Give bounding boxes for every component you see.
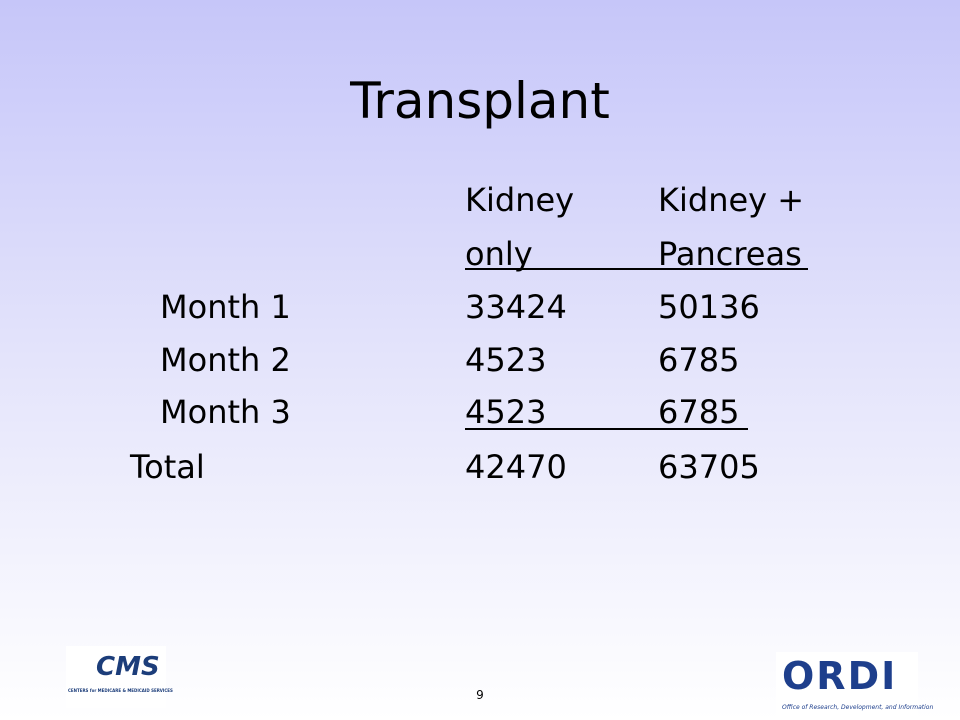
- cell: 4523: [465, 341, 547, 379]
- cell: 6785: [658, 341, 740, 379]
- logo-caption: Office of Research, Development, and Inf…: [782, 704, 934, 711]
- page-number: 9: [476, 688, 484, 702]
- logo-mark: CMS: [96, 652, 160, 682]
- cms-logo: CMS CENTERS for MEDICARE & MEDICAID SERV…: [66, 646, 173, 708]
- cell: 42470: [465, 448, 567, 486]
- column-header: Kidney +: [658, 181, 805, 219]
- cell: 50136: [658, 288, 760, 326]
- header-underline: [465, 268, 808, 270]
- row-label: Month 1: [160, 288, 291, 326]
- row-label: Month 3: [160, 393, 291, 431]
- row-label: Total: [130, 448, 205, 486]
- row-label: Month 2: [160, 341, 291, 379]
- logo-mark: ORDI: [782, 654, 898, 698]
- sum-underline: [465, 428, 748, 430]
- ordi-logo: ORDI Office of Research, Development, an…: [776, 652, 933, 716]
- column-header: Pancreas: [658, 235, 802, 273]
- cell: 6785: [658, 393, 740, 431]
- column-header: Kidney: [465, 181, 575, 219]
- logo-caption: CENTERS for MEDICARE & MEDICAID SERVICES: [68, 688, 173, 693]
- slide-title: Transplant: [350, 72, 610, 130]
- cell: 63705: [658, 448, 760, 486]
- cell: 33424: [465, 288, 567, 326]
- cell: 4523: [465, 393, 547, 431]
- column-header: only: [465, 235, 533, 273]
